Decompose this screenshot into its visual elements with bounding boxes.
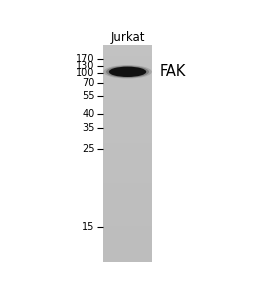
Bar (103, 45, 152, 49)
Bar (103, 124, 152, 128)
Text: Jurkat: Jurkat (110, 31, 145, 44)
Bar (103, 208, 152, 212)
Text: 40: 40 (82, 109, 94, 118)
Bar (103, 99, 152, 103)
Bar (103, 154, 152, 158)
Bar (103, 70, 152, 74)
Ellipse shape (106, 66, 149, 78)
Bar (103, 88, 152, 92)
Bar (103, 121, 152, 125)
Bar (103, 132, 152, 136)
Bar (103, 146, 152, 150)
Text: 170: 170 (76, 54, 94, 64)
Bar (103, 186, 152, 190)
Bar (103, 175, 152, 179)
Bar (103, 157, 152, 161)
Bar (103, 182, 152, 186)
Ellipse shape (103, 65, 152, 79)
Bar (103, 52, 152, 56)
Bar (103, 251, 152, 255)
Bar (103, 56, 152, 60)
Bar (103, 103, 152, 107)
Text: 55: 55 (82, 91, 94, 101)
Bar (103, 45, 152, 262)
Bar (103, 168, 152, 172)
Bar (103, 194, 152, 197)
Bar (103, 136, 152, 139)
Bar (103, 233, 152, 237)
Bar (103, 259, 152, 262)
Text: FAK: FAK (160, 64, 186, 79)
Bar (103, 150, 152, 154)
Bar (103, 172, 152, 176)
Text: 15: 15 (82, 222, 94, 232)
Bar (103, 128, 152, 132)
Ellipse shape (109, 67, 146, 77)
Bar (103, 74, 152, 78)
Bar (103, 237, 152, 241)
Bar (103, 92, 152, 96)
Bar (103, 161, 152, 165)
Text: 130: 130 (76, 61, 94, 70)
Bar (103, 139, 152, 143)
Bar (103, 197, 152, 201)
Bar (103, 106, 152, 110)
Bar (103, 226, 152, 230)
Bar (103, 110, 152, 114)
Bar (103, 164, 152, 168)
Bar (103, 49, 152, 52)
Bar (103, 230, 152, 233)
Text: 35: 35 (82, 123, 94, 133)
Bar (103, 63, 152, 67)
Bar (103, 222, 152, 226)
Bar (103, 212, 152, 215)
Bar (103, 201, 152, 205)
Bar (103, 215, 152, 219)
Bar (103, 219, 152, 223)
Bar (103, 248, 152, 251)
Text: 100: 100 (76, 68, 94, 78)
Bar (103, 255, 152, 259)
Bar (103, 204, 152, 208)
Bar (103, 78, 152, 81)
Text: 70: 70 (82, 78, 94, 88)
Bar (103, 143, 152, 147)
Bar (103, 67, 152, 70)
Bar (103, 96, 152, 100)
Bar (103, 190, 152, 194)
Bar (103, 117, 152, 121)
Text: 25: 25 (82, 144, 94, 154)
Bar (103, 240, 152, 244)
Bar (103, 85, 152, 89)
Bar (103, 114, 152, 118)
Bar (103, 179, 152, 183)
Bar (103, 244, 152, 248)
Bar (103, 59, 152, 63)
Bar (103, 81, 152, 85)
